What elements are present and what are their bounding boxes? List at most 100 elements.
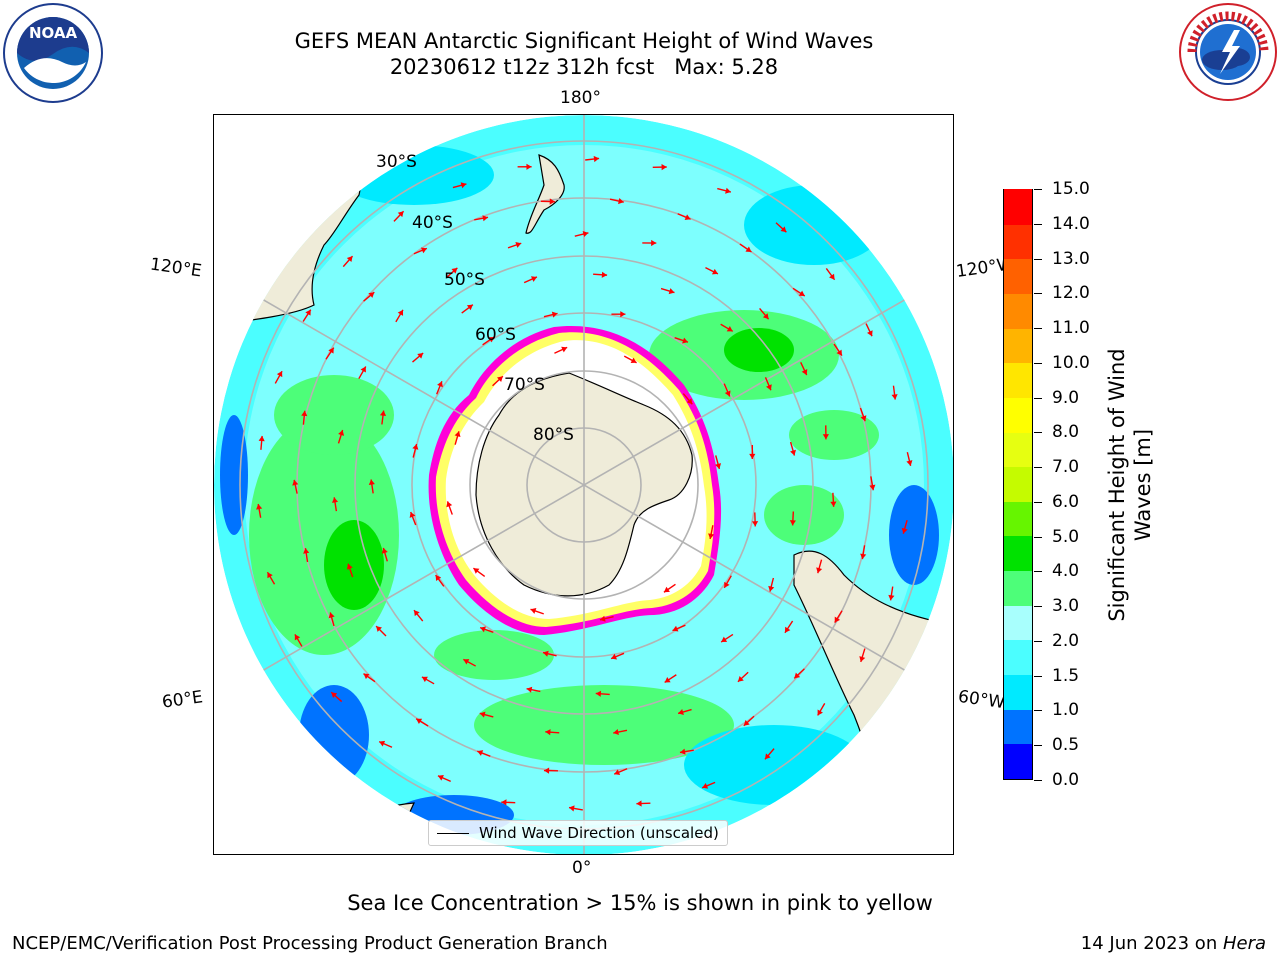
- wave-direction-arrowhead: [482, 215, 489, 222]
- wave-direction-arrowhead: [376, 626, 382, 632]
- colorbar-segment: [1004, 293, 1032, 329]
- wave-direction-arrowhead: [435, 575, 442, 582]
- wave-direction-arrowhead: [859, 656, 866, 662]
- wave-direction-arrowhead: [530, 608, 537, 614]
- wave-direction-arrowhead: [751, 521, 759, 527]
- lat-label-30s: 30°S: [376, 152, 417, 172]
- colorbar-tick-label: 14.0: [1052, 213, 1090, 234]
- wave-direction-arrowhead: [860, 553, 867, 560]
- wave-direction-arrowhead: [762, 313, 769, 320]
- wave-direction-arrowhead: [561, 346, 568, 353]
- colorbar-tick: [1034, 606, 1042, 608]
- nws-logo: [1179, 3, 1277, 101]
- wave-direction-arrowhead: [613, 728, 619, 736]
- colorbar-tick: [1034, 467, 1042, 469]
- legend-line-swatch: [437, 832, 469, 834]
- colorbar-tick-label: 7.0: [1052, 457, 1080, 478]
- wave-direction-arrowhead: [460, 182, 467, 189]
- wave-direction-arrowhead: [664, 677, 671, 683]
- wave-direction-arrowhead: [258, 435, 265, 442]
- colorbar-tick-label: 3.0: [1052, 596, 1080, 617]
- wave-direction-arrowhead: [417, 352, 424, 359]
- wave-direction-arrowhead: [515, 242, 522, 248]
- lon-label-120e: 120°E: [148, 254, 203, 282]
- lon-label-0: 0°: [572, 858, 592, 878]
- wave-direction-arrowhead: [368, 292, 375, 298]
- colorbar-tick-label: 5.0: [1052, 526, 1080, 547]
- wave-direction-arrowhead: [784, 626, 791, 633]
- wave-direction-arrowhead: [569, 805, 575, 812]
- colorbar-tick: [1034, 432, 1042, 434]
- wave-direction-arrowhead: [338, 429, 345, 436]
- colorbar-segment: [1004, 501, 1032, 537]
- colorbar-segment: [1004, 328, 1032, 364]
- wave-direction-arrowhead: [397, 309, 404, 316]
- lon-label-60w: 60°W: [956, 686, 1007, 714]
- colorbar-tick: [1034, 536, 1042, 538]
- wave-direction-arrowhead: [420, 247, 427, 254]
- wave-direction-arrowhead: [611, 653, 618, 660]
- wave-direction-arrowhead: [684, 214, 691, 221]
- colorbar-segment: [1004, 431, 1032, 468]
- wave-direction-arrowhead: [328, 612, 335, 619]
- colorbar-tick: [1034, 362, 1042, 364]
- wave-direction-arrowhead: [816, 567, 823, 574]
- wave-direction-arrowhead: [711, 268, 718, 275]
- wave-direction-arrowhead: [496, 376, 503, 383]
- wave-direction-arrowhead: [790, 449, 797, 456]
- wave-direction-arrowhead: [830, 501, 837, 507]
- colorbar-tick: [1034, 710, 1042, 712]
- colorbar-segment: [1004, 258, 1032, 294]
- wave-direction-arrowhead: [906, 460, 913, 466]
- wave-direction-arrowhead: [834, 616, 841, 623]
- wave-direction-arrowhead: [488, 336, 495, 343]
- colorbar-tick: [1034, 571, 1042, 573]
- wave-direction-arrowhead: [686, 398, 693, 405]
- lon-label-60e: 60°E: [160, 687, 205, 713]
- wave-direction-arrowhead: [789, 520, 796, 526]
- wave-direction-arrowhead: [726, 326, 733, 332]
- wave-direction-arrowhead: [437, 381, 443, 388]
- wave-direction-arrowhead: [421, 676, 428, 683]
- colorbar-tick-label: 6.0: [1052, 491, 1080, 512]
- colorbar-tick-label: 2.0: [1052, 630, 1080, 651]
- wave-direction-arrowhead: [437, 774, 444, 781]
- footer-date-text: 14 Jun 2023 on: [1080, 933, 1223, 954]
- map-legend: Wind Wave Direction (unscaled): [428, 820, 728, 846]
- wave-direction-arrowhead: [745, 246, 752, 252]
- colorbar-tick: [1034, 223, 1042, 225]
- lat-label-80s: 80°S: [533, 425, 574, 445]
- colorbar-segment: [1004, 743, 1032, 779]
- wave-direction-arrowhead: [679, 748, 686, 755]
- wave-direction-arrowhead: [725, 187, 731, 194]
- wave-direction-arrowhead: [303, 548, 310, 554]
- wave-direction-arrowhead: [651, 239, 657, 247]
- wave-direction-arrowhead: [766, 384, 772, 391]
- wave-direction-arrowhead: [397, 211, 404, 218]
- wave-direction-arrowhead: [305, 309, 311, 316]
- wave-direction-arrowhead: [542, 650, 549, 657]
- wave-direction-arrowhead: [526, 163, 532, 170]
- wave-direction-arrowhead: [379, 410, 387, 417]
- wave-direction-arrowhead: [702, 782, 709, 789]
- colorbar: [1003, 189, 1033, 780]
- lat-label-40s: 40°S: [412, 213, 453, 233]
- wave-direction-arrowhead: [780, 226, 787, 233]
- wave-direction-arrowhead: [331, 497, 339, 503]
- wave-direction-arrowhead: [708, 533, 715, 539]
- wave-direction-arrowhead: [663, 586, 670, 593]
- colorbar-segment: [1004, 466, 1032, 502]
- svg-text:NOAA: NOAA: [29, 24, 78, 42]
- wave-direction-arrowhead: [672, 625, 679, 632]
- wind-wave-direction-arrows: [256, 155, 913, 812]
- noaa-logo: NOAA: [3, 3, 103, 103]
- colorbar-tick-label: 9.0: [1052, 387, 1080, 408]
- colorbar-tick: [1034, 675, 1042, 677]
- colorbar-segment: [1004, 639, 1032, 676]
- polar-map: [213, 114, 954, 855]
- wave-direction-arrowhead: [267, 572, 273, 579]
- wave-direction-arrowhead: [888, 594, 895, 601]
- wave-direction-arrowhead: [715, 463, 722, 469]
- colorbar-segment: [1004, 674, 1032, 710]
- colorbar-tick: [1034, 258, 1042, 260]
